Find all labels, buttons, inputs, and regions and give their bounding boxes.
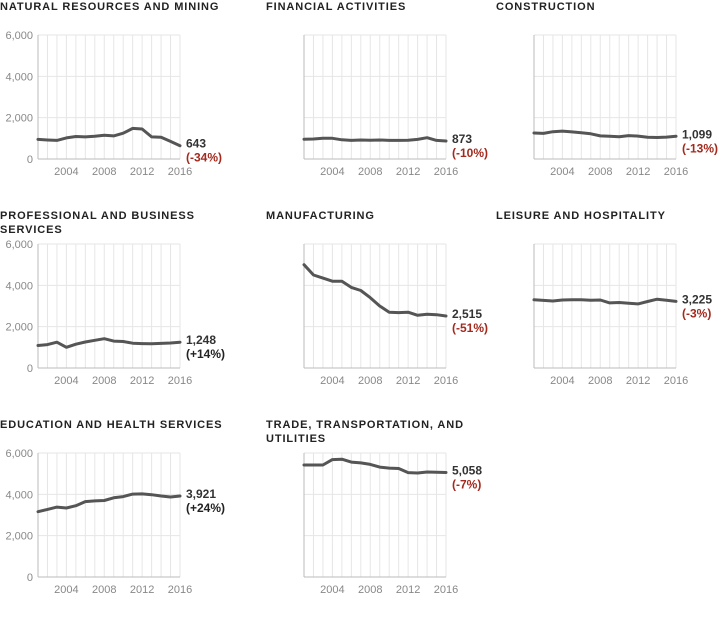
panel-title: NATURAL RESOURCES AND MINING: [0, 1, 220, 13]
y-tick-label: 0: [27, 363, 33, 375]
x-tick-label: 2016: [168, 166, 192, 178]
x-tick-label: 2008: [358, 166, 382, 178]
x-tick-label: 2012: [130, 166, 154, 178]
x-tick-label: 2016: [664, 166, 688, 178]
y-tick-label: 6,000: [5, 30, 33, 42]
x-tick-label: 2008: [358, 584, 382, 596]
x-tick-label: 2008: [92, 375, 116, 387]
x-tick-label: 2004: [54, 166, 78, 178]
series-line: [302, 457, 448, 475]
end-value-label: 3,921: [186, 487, 216, 501]
panel-construction: CONSTRUCTION 2004 2008 2012 2016 1,099 (-13%): [496, 0, 726, 200]
percent-change-label: (-13%): [682, 141, 718, 155]
x-tick-label: 2016: [434, 375, 458, 387]
end-value-label: 5,058: [452, 463, 482, 477]
x-tick-label: 2004: [54, 375, 78, 387]
y-tick-label: 4,000: [5, 489, 33, 501]
x-tick-label: 2012: [626, 375, 650, 387]
series-line: [302, 136, 448, 143]
series-line: [36, 126, 182, 148]
x-tick-label: 2012: [130, 375, 154, 387]
end-value-label: 3,225: [682, 292, 712, 306]
end-value-label: 1,248: [186, 333, 216, 347]
panel-education-and-health-services: EDUCATION AND HEALTH SERVICES 0 2,000 4,00…: [0, 418, 230, 618]
series-line: [36, 492, 182, 514]
percent-change-label: (-34%): [186, 151, 222, 165]
panel-natural-resources-and-mining: NATURAL RESOURCES AND MINING 0 2,000 4,000…: [0, 0, 230, 200]
x-tick-label: 2008: [588, 375, 612, 387]
y-tick-label: 0: [27, 572, 33, 584]
panel-plot: 2004 2008 2012 2016 873(-10%): [302, 34, 488, 178]
panel-title: PROFESSIONAL AND BUSINESS SERVICES: [0, 210, 195, 236]
panel-title: MANUFACTURING: [266, 210, 375, 222]
x-tick-label: 2016: [168, 375, 192, 387]
y-tick-label: 4,000: [5, 71, 33, 83]
x-tick-label: 2004: [320, 584, 344, 596]
y-tick-label: 2,000: [5, 113, 33, 125]
panel-leisure-and-hospitality: LEISURE AND HOSPITALITY 2004 2008 2012 2016…: [496, 209, 726, 409]
x-tick-label: 2004: [54, 584, 78, 596]
x-tick-label: 2008: [588, 166, 612, 178]
series-line: [532, 297, 678, 306]
end-value-label: 2,515: [452, 307, 482, 321]
panel-plot: 2004 2008 2012 2016 5,058(-7%): [302, 452, 482, 596]
y-tick-label: 6,000: [5, 239, 33, 251]
y-tick-label: 2,000: [5, 531, 33, 543]
x-tick-label: 2012: [396, 584, 420, 596]
panel-financial-activities: FINANCIAL ACTIVITIES 2004 2008 2012 2016 873…: [266, 0, 496, 200]
x-tick-label: 2004: [320, 375, 344, 387]
x-tick-label: 2004: [320, 166, 344, 178]
panel-professional-and-business-services: PROFESSIONAL AND BUSINESS SERVICES 0 2,00…: [0, 209, 230, 409]
end-value-label: 643: [186, 137, 206, 151]
panel-title: LEISURE AND HOSPITALITY: [496, 210, 666, 222]
panel-plot: 0 2,000 4,000 6,000 2004 2008 2012 2016 3,921(+2…: [5, 448, 225, 596]
panel-manufacturing: MANUFACTURING 2004 2008 2012 2016 2,515 (-51%…: [266, 209, 496, 409]
x-tick-label: 2012: [396, 375, 420, 387]
panel-title: CONSTRUCTION: [496, 1, 596, 13]
percent-change-label: (-10%): [452, 146, 488, 160]
x-tick-label: 2004: [550, 375, 574, 387]
end-value-label: 1,099: [682, 127, 712, 141]
series-line: [302, 263, 448, 318]
x-tick-label: 2016: [168, 584, 192, 596]
x-tick-label: 2012: [626, 166, 650, 178]
x-tick-label: 2008: [92, 166, 116, 178]
y-tick-label: 6,000: [5, 448, 33, 460]
y-tick-label: 0: [27, 154, 33, 166]
x-tick-label: 2012: [130, 584, 154, 596]
x-tick-label: 2016: [434, 584, 458, 596]
x-tick-label: 2008: [92, 584, 116, 596]
panel-plot: 0 2,000 4,000 6,000 2004 2008 2012 2016 643(-34%…: [5, 30, 222, 178]
percent-change-label: (-51%): [452, 321, 488, 335]
x-tick-label: 2004: [550, 166, 574, 178]
percent-change-label: (+14%): [186, 347, 225, 361]
panel-plot: 0 2,000 4,000 6,000 2004 2008 2012 2016 1,248(+1…: [5, 239, 225, 387]
panel-trade-transportation-and-utilities: TRADE, TRANSPORTATION, AND UTILITIES 200…: [266, 418, 496, 618]
x-tick-label: 2016: [664, 375, 688, 387]
x-tick-label: 2016: [434, 166, 458, 178]
panel-plot: 2004 2008 2012 2016 3,225(-3%): [532, 243, 712, 387]
y-tick-label: 2,000: [5, 322, 33, 334]
panel-plot: 2004 2008 2012 2016 1,099(-13%): [532, 34, 718, 178]
panel-title: EDUCATION AND HEALTH SERVICES: [0, 419, 223, 431]
x-tick-label: 2012: [396, 166, 420, 178]
x-tick-label: 2008: [358, 375, 382, 387]
panel-plot: 2004 2008 2012 2016 2,515(-51%): [302, 243, 488, 387]
panel-title: FINANCIAL ACTIVITIES: [266, 1, 407, 13]
percent-change-label: (-3%): [682, 306, 711, 320]
percent-change-label: (-7%): [452, 477, 481, 491]
end-value-label: 873: [452, 132, 472, 146]
panel-title: TRADE, TRANSPORTATION, AND UTILITIES: [266, 419, 464, 445]
series-line: [36, 337, 182, 349]
series-line: [532, 129, 678, 139]
percent-change-label: (+24%): [186, 501, 225, 515]
y-tick-label: 4,000: [5, 280, 33, 292]
